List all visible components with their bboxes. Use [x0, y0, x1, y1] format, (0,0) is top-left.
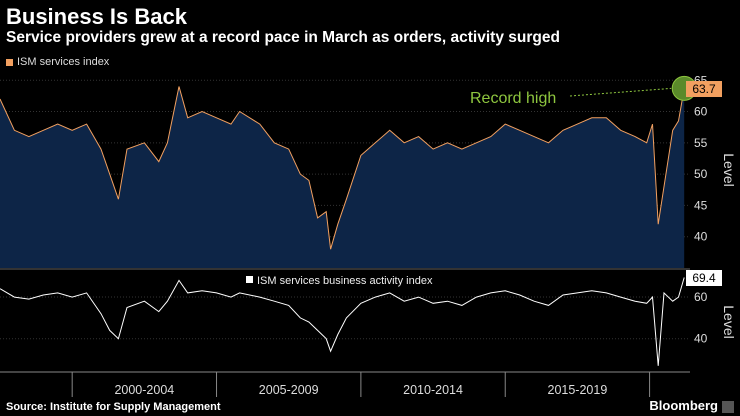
record-high-annotation: Record high [470, 75, 697, 107]
x-tick-label-2: 2010-2014 [403, 383, 463, 397]
record-high-label: Record high [470, 90, 556, 107]
bloomberg-mark-icon [722, 401, 734, 413]
ism-services-area [0, 86, 685, 268]
top-callout-box [686, 81, 722, 97]
top-y-axis-label: Level [721, 153, 737, 186]
business-activity-line [0, 277, 685, 366]
x-tick-label-3: 2015-2019 [548, 383, 608, 397]
top-latest-value: 63.7 [692, 82, 716, 96]
x-axis: 2000-2004 2005-2009 2010-2014 2015-2019 [71, 372, 651, 397]
ism-services-line [0, 86, 685, 250]
bottom-latest-callout: 69.4 [686, 270, 722, 286]
top-latest-callout: 63.7 [686, 81, 722, 97]
top-y-tick-1: 45 [694, 198, 708, 212]
record-high-arrow [569, 87, 672, 97]
top-y-tick-2: 50 [694, 167, 708, 181]
bottom-latest-value: 69.4 [692, 271, 716, 285]
legend-label-ism-services: ISM services index [17, 56, 110, 68]
top-y-tick-0: 40 [694, 230, 708, 244]
x-tick-label-1: 2005-2009 [259, 383, 319, 397]
legend-swatch-white [246, 276, 253, 283]
top-y-tick-4: 60 [694, 105, 708, 119]
bottom-y-tick-0: 40 [694, 332, 708, 346]
bottom-callout-box [686, 270, 722, 286]
chart-title: Business Is Back [6, 4, 187, 29]
x-tick-label-0: 2000-2004 [114, 383, 174, 397]
top-y-tick-3: 55 [694, 136, 708, 150]
legend-swatch-orange [6, 58, 13, 66]
bottom-y-tick-1: 60 [694, 290, 708, 304]
bloomberg-logo: Bloomberg [649, 398, 718, 413]
bottom-gridlines [0, 296, 690, 340]
legend-label-activity: ISM services business activity index [257, 275, 433, 287]
source-note: Source: Institute for Supply Management [6, 401, 221, 413]
bottom-y-ticks: 40 60 [694, 290, 708, 346]
bottom-y-axis-label: Level [721, 305, 737, 338]
legend-ism-services: ISM services index [6, 56, 109, 68]
chart-subtitle: Service providers grew at a record pace … [6, 29, 560, 46]
